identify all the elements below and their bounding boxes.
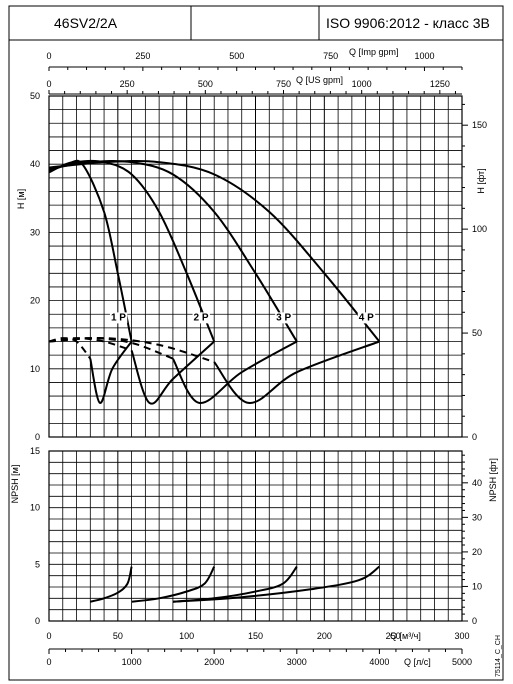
h-ft-tick-label: 50 <box>472 328 482 338</box>
npsh-ft-tick-label: 10 <box>472 581 482 591</box>
top-us-tick-label: 1000 <box>352 79 372 89</box>
h-ft-tick-label: 100 <box>472 224 487 234</box>
chart-frame <box>8 39 504 681</box>
npsh-m-tick-label: 15 <box>30 446 40 456</box>
q-ls-tick-label: 3000 <box>287 657 307 667</box>
head-curve <box>48 159 298 343</box>
h-m-tick-label: 50 <box>30 91 40 101</box>
q-ls-axis-label: Q [л/с] <box>404 657 431 667</box>
series-label-bg <box>192 312 210 324</box>
efficiency-curve <box>213 340 380 404</box>
npsh-m-tick-label: 5 <box>35 559 40 569</box>
top-imp-tick-label: 500 <box>229 51 244 61</box>
series-label-bg <box>357 312 376 324</box>
top-us-tick-label: 750 <box>276 79 291 89</box>
h-m-tick-label: 10 <box>30 364 40 374</box>
efficiency-curve-dashed <box>48 337 215 363</box>
q-m3h-tick-label: 100 <box>179 631 194 641</box>
top-us-axis-label: Q [US gpm] <box>296 75 343 85</box>
h-m-tick-label: 0 <box>35 432 40 442</box>
npsh-ft-tick-label: 30 <box>472 512 482 522</box>
h-m-tick-label: 30 <box>30 227 40 237</box>
series-label: 3 P <box>276 312 291 323</box>
npsh-m-axis-label: NPSH [м] <box>10 465 20 504</box>
plot-area <box>48 450 463 622</box>
h-ft-tick-label: 150 <box>472 120 487 130</box>
top-us-tick-label: 0 <box>46 79 51 89</box>
series-label: 4 P <box>359 312 374 323</box>
top-imp-tick-label: 1000 <box>414 51 434 61</box>
q-m3h-axis-label: Q [м³/ч] <box>390 631 421 641</box>
q-m3h-tick-label: 150 <box>248 631 263 641</box>
npsh-panel <box>48 450 463 622</box>
npsh-ft-tick-label: 0 <box>472 616 477 626</box>
npsh-m-tick-label: 0 <box>35 616 40 626</box>
q-ls-tick-label: 0 <box>46 657 51 667</box>
q-m3h-tick-label: 300 <box>454 631 469 641</box>
head-curve <box>48 159 216 342</box>
npsh-m-tick-label: 10 <box>30 503 40 513</box>
top-us-tick-label: 500 <box>198 79 213 89</box>
plot-area <box>48 95 463 438</box>
q-m3h-tick-label: 200 <box>317 631 332 641</box>
header: 46SV2/2A ISO 9906:2012 - класс 3B <box>8 5 504 41</box>
h-m-axis-label: H [м] <box>16 189 26 209</box>
q-ls-tick-label: 4000 <box>369 657 389 667</box>
npsh-curve <box>131 566 216 603</box>
standard-label: ISO 9906:2012 - класс 3B <box>326 15 490 31</box>
h-m-tick-label: 40 <box>30 159 40 169</box>
q-ls-tick-label: 5000 <box>452 657 472 667</box>
head-panel <box>48 95 463 438</box>
q-m3h-tick-label: 0 <box>46 631 51 641</box>
npsh-ft-tick-label: 20 <box>472 547 482 557</box>
top-imp-tick-label: 750 <box>323 51 338 61</box>
npsh-ft-tick-label: 40 <box>472 478 482 488</box>
npsh-ft-axis-label: NPSH [фт] <box>488 458 498 502</box>
efficiency-curve <box>130 340 215 405</box>
series-label-bg <box>275 312 293 324</box>
footnote-code: 75114_C_CH <box>495 635 502 677</box>
series-label: 2 P <box>194 312 209 323</box>
top-imp-tick-label: 0 <box>46 51 51 61</box>
efficiency-curve <box>89 340 133 404</box>
q-ls-tick-label: 1000 <box>122 657 142 667</box>
series-label: 1 P <box>111 312 126 323</box>
efficiency-curve <box>172 340 298 404</box>
npsh-curve <box>172 565 298 603</box>
npsh-curve <box>172 565 381 603</box>
h-ft-tick-label: 0 <box>472 432 477 442</box>
model-name: 46SV2/2A <box>54 15 118 31</box>
top-imp-tick-label: 250 <box>135 51 150 61</box>
series-label-bg <box>109 312 128 324</box>
h-m-tick-label: 20 <box>30 296 40 306</box>
top-us-tick-label: 1250 <box>430 79 450 89</box>
top-imp-axis-label: Q [Imp gpm] <box>349 47 399 57</box>
q-ls-tick-label: 2000 <box>204 657 224 667</box>
top-us-tick-label: 250 <box>120 79 135 89</box>
h-ft-axis-label: H [фт] <box>476 168 486 193</box>
grid <box>48 450 463 622</box>
head-curve <box>48 160 381 343</box>
npsh-curve <box>90 566 133 603</box>
pump-series-4: 4 P <box>48 160 381 603</box>
grid <box>48 95 463 438</box>
q-m3h-tick-label: 250 <box>386 631 401 641</box>
pump-curves: 1 P 2 P 3 P 4 P <box>48 159 381 603</box>
q-m3h-tick-label: 50 <box>113 631 123 641</box>
